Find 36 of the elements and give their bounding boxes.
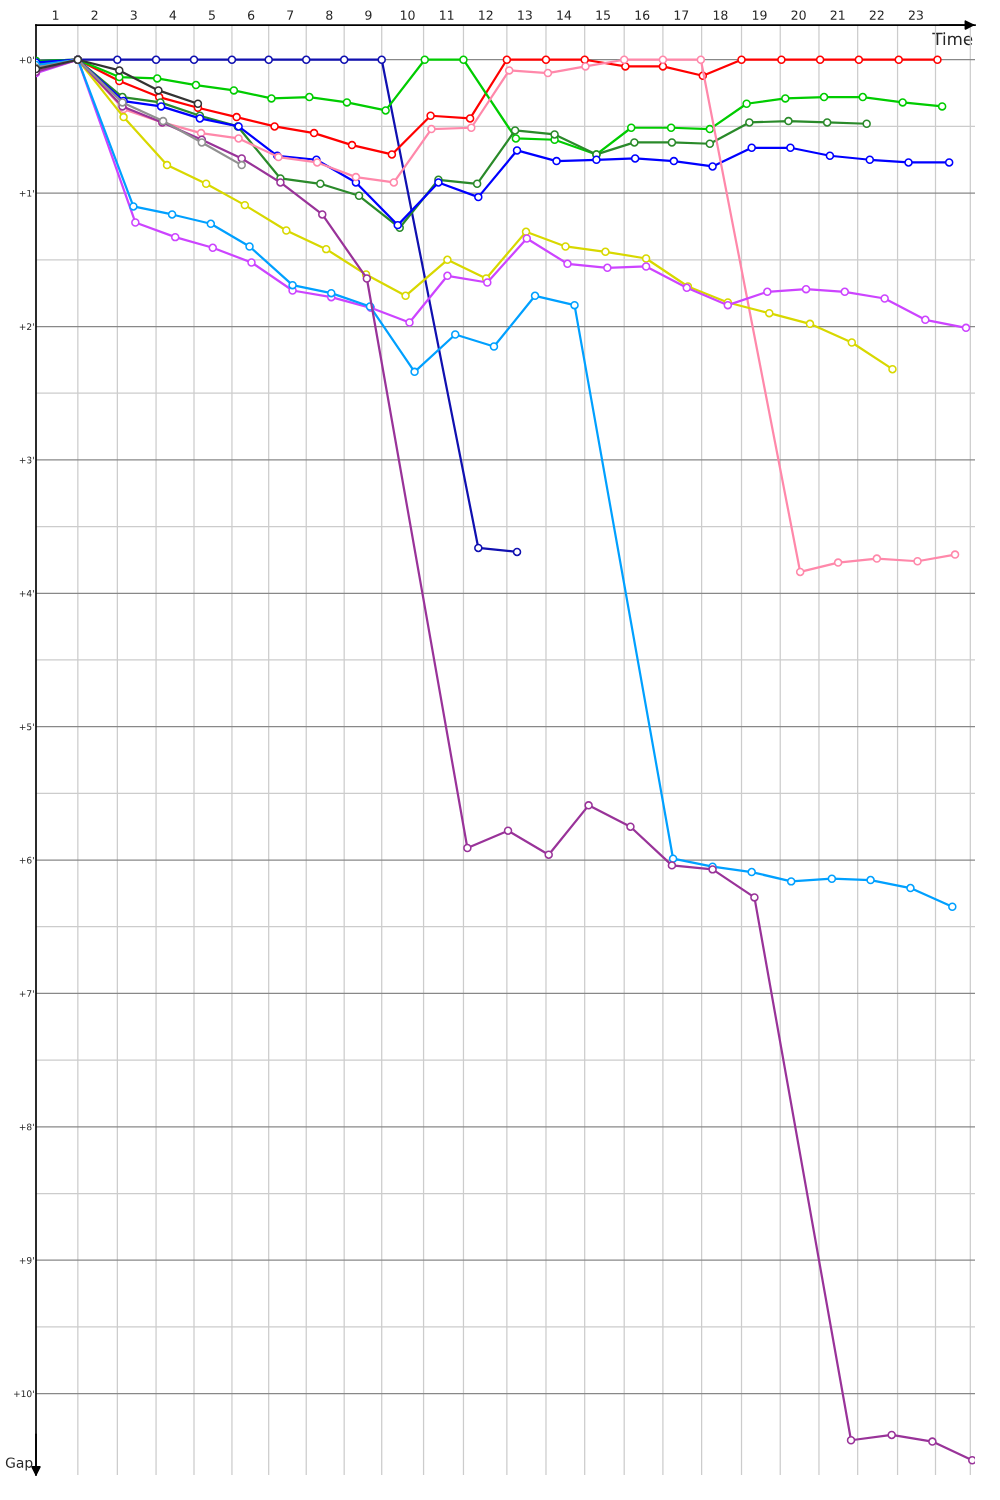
- x-tick-label: 10: [400, 10, 415, 20]
- y-tick-label: +1': [19, 189, 34, 197]
- y-tick-label: +7': [19, 990, 34, 997]
- x-tick-label: 3: [130, 10, 137, 20]
- y-tick-label: +4': [19, 590, 34, 597]
- y-tick-label: +9': [19, 1256, 34, 1264]
- x-tick-label: 22: [869, 10, 884, 20]
- x-tick-label: 23: [908, 10, 923, 20]
- y-tick-label: +6': [19, 856, 34, 864]
- x-tick-label: 21: [830, 10, 845, 20]
- x-tick-label: 16: [635, 10, 650, 20]
- x-tick-label: 2: [91, 10, 98, 20]
- x-tick-label: 11: [440, 10, 454, 20]
- x-axis-title: Time: [932, 32, 973, 46]
- y-tick-label: +5': [19, 723, 34, 731]
- y-tick-label: +8': [19, 1123, 34, 1131]
- x-tick-label: 1: [52, 10, 59, 20]
- x-tick-label: 19: [752, 10, 767, 20]
- x-tick-label: 20: [791, 10, 806, 20]
- y-axis-title: Gap: [5, 1457, 33, 1471]
- y-tick-label: +3': [19, 456, 34, 464]
- x-tick-label: 18: [713, 10, 728, 20]
- x-tick-label: 4: [169, 10, 177, 20]
- x-tick-label: 8: [326, 10, 333, 20]
- y-tick-label: +0': [19, 56, 34, 64]
- x-tick-label: 9: [365, 10, 372, 20]
- y-tick-label: +10': [14, 1390, 34, 1398]
- x-tick-label: 6: [247, 10, 255, 20]
- x-tick-label: 12: [479, 10, 493, 20]
- x-tick-label: 17: [674, 10, 689, 20]
- x-tick-label: 7: [287, 10, 294, 20]
- y-tick-label: +2': [19, 323, 34, 330]
- x-tick-label: 15: [596, 10, 610, 20]
- x-tick-label: 14: [557, 10, 572, 20]
- x-tick-label: 13: [518, 10, 532, 20]
- x-tick-label: 5: [208, 10, 215, 20]
